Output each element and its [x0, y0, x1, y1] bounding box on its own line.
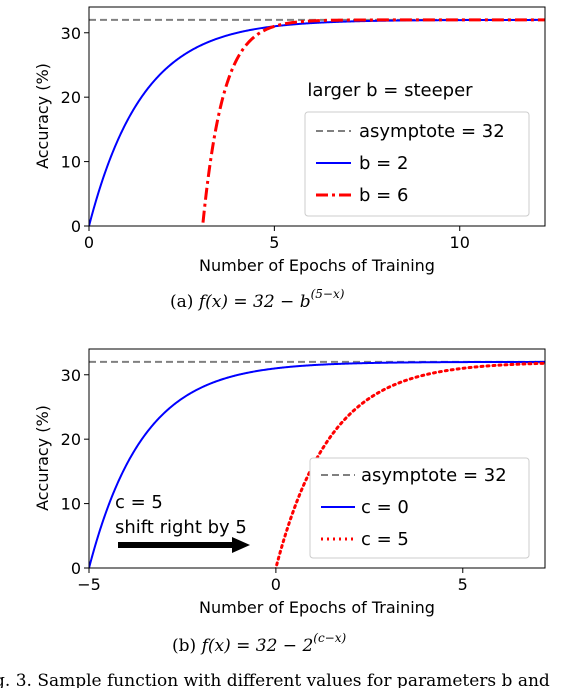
- chart-b-annotation-line2: shift right by 5: [115, 517, 247, 538]
- chart-b-ylabel: Accuracy (%): [33, 405, 52, 511]
- chart-b-xtick-label: 5: [458, 575, 468, 594]
- chart-b-series: [89, 360, 545, 568]
- chart-a-ylabel: Accuracy (%): [33, 63, 52, 169]
- chart-b-plot-area: [88, 348, 546, 569]
- chart-a-legend-label-b2: b = 2: [359, 153, 408, 174]
- chart-a-caption: (a) f(x) = 32 − b(5−x): [170, 287, 345, 312]
- chart-b-legend-label-c0: c = 0: [361, 497, 409, 518]
- chart-a-ytick-label: 30: [61, 24, 81, 43]
- chart-b-shift-arrow: [118, 537, 250, 553]
- chart-a-ytick-label: 20: [61, 88, 81, 107]
- chart-a-ticks: 0 5 10 0 10 20 30: [61, 24, 470, 252]
- chart-b-xlabel: Number of Epochs of Training: [199, 598, 435, 617]
- chart-b-xtick-label: 0: [271, 575, 281, 594]
- figure-caption: g. 3. Sample function with different val…: [0, 671, 550, 688]
- chart-a-legend: asymptote = 32 b = 2 b = 6: [304, 111, 530, 217]
- chart-a-annotation: larger b = steeper: [307, 80, 473, 101]
- chart-a-xtick-label: 10: [450, 233, 470, 252]
- chart-panel-a: 0 5 10 0 10 20 30 Accuracy (%) Number of Epoch…: [33, 6, 546, 312]
- chart-a-series: [89, 18, 545, 226]
- chart-b-series-1: [89, 360, 545, 568]
- chart-b-ytick-label: 10: [61, 495, 81, 514]
- chart-a-legend-label-b6: b = 6: [359, 185, 408, 206]
- chart-b-caption: (b) f(x) = 32 − 2(c−x): [172, 631, 346, 656]
- chart-a-ytick-label: 10: [61, 153, 81, 172]
- chart-b-legend: asymptote = 32 c = 0 c = 5: [309, 457, 530, 559]
- chart-b-ytick-label: 20: [61, 430, 81, 449]
- chart-b-xtick-label: −5: [77, 575, 101, 594]
- chart-a-xtick-label: 0: [84, 233, 94, 252]
- chart-b-ytick-label: 30: [61, 366, 81, 385]
- chart-a-ytick-label: 0: [71, 217, 81, 236]
- chart-b-annotation-line1: c = 5: [115, 492, 163, 513]
- chart-a-legend-box: [304, 111, 530, 217]
- chart-a-xtick-label: 5: [269, 233, 279, 252]
- chart-b-legend-box: [309, 457, 530, 559]
- chart-b-legend-label-c5: c = 5: [361, 529, 409, 550]
- chart-a-legend-label-asymptote: asymptote = 32: [359, 121, 505, 142]
- chart-a-plot-area: [88, 6, 546, 227]
- chart-b-legend-label-asymptote: asymptote = 32: [361, 465, 507, 486]
- chart-b-ytick-label: 0: [71, 559, 81, 578]
- chart-a-xlabel: Number of Epochs of Training: [199, 256, 435, 275]
- chart-b-series-2: [274, 361, 545, 568]
